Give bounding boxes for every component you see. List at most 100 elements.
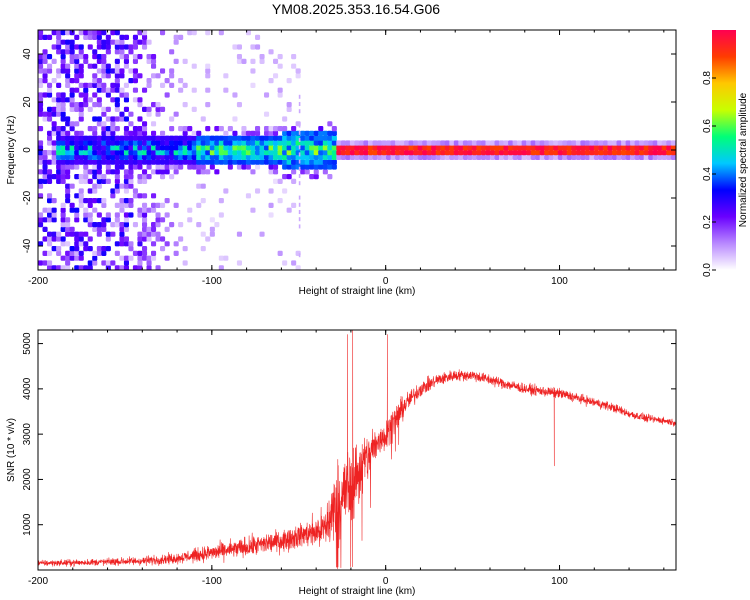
spectrogram-cell [286,174,292,180]
spectrogram-cell [60,159,66,165]
spectrogram-cell [298,202,301,207]
spectrogram-cell [639,150,645,156]
spectrogram-cell [92,140,98,146]
spectrogram-cell [87,212,93,218]
spectrogram-cell [42,73,48,79]
spectrogram-cell [187,159,193,165]
spectrogram-cell [358,150,364,156]
spectrogram-cell [110,193,116,199]
spectrogram-cell [47,231,53,237]
spectrogram-cell [123,198,129,204]
snr-x-tick-label: 0 [383,576,389,587]
spectrogram-cell [151,63,157,69]
spectrogram-cell [630,140,636,146]
spectrogram-cell [56,140,62,146]
spectrogram-cell [331,130,337,136]
spectrogram-cell [69,126,75,132]
spectrogram-cell [209,135,215,141]
spectrogram-cell [264,111,270,117]
spectrogram-cell [250,145,256,151]
spectrogram-cell [499,150,505,156]
spectrogram-cell [377,150,383,156]
spectrogram-cell [142,140,148,146]
spectrogram-cell [250,169,256,175]
spectrogram-cell [223,140,229,146]
spectrogram-cell [96,78,102,84]
spectrogram-cell [96,54,102,60]
spectrogram-cell [218,198,224,204]
spectrogram-cell [182,82,188,88]
spectrogram-cell [282,174,288,180]
spectrogram-cell [137,231,143,237]
spectrogram-cell [56,30,62,36]
spectrogram-cell [298,102,301,106]
spectrogram-cell [69,226,75,232]
spectrogram-cell [128,111,134,117]
spectrogram-cell [245,154,251,160]
spectrogram-cell [146,159,152,165]
spectrogram-cell [264,150,270,156]
spectrogram-cell [670,140,676,146]
spectrogram-cell [101,121,107,127]
spectrogram-cell [83,246,89,252]
spectrogram-cell [74,150,80,156]
spectrogram-cell [304,130,310,136]
spectrogram-cell [38,68,44,74]
spectrogram-cell [56,82,62,88]
spectrogram-cell [196,183,202,189]
spectrogram-cell [151,222,157,228]
spectrogram-cell [105,231,111,237]
spectrogram-cell [96,68,102,74]
spectrogram-cell [47,150,53,156]
spectrogram-cell [132,54,138,60]
spectrogram-cell [142,217,148,223]
spectrogram-cell [83,58,89,64]
spectrogram-cell [47,174,53,180]
spectrogram-cell [101,54,107,60]
spectrogram-cell [191,154,197,160]
spectrogram-cell [92,54,98,60]
spectrogram-cell [657,145,663,151]
spectrogram-cell [101,87,107,93]
spectrogram-cell [96,102,102,108]
spectrogram-cell [92,78,98,84]
spectrogram-cell [566,140,572,146]
spectrogram-cell [110,150,116,156]
spectrogram-cell [105,92,111,98]
spectrogram-cell [530,140,536,146]
spectrogram-cell [78,44,84,50]
spectrogram-cell [42,92,48,98]
spectrogram-cell [38,217,44,223]
spectrogram-cell [105,212,111,218]
spectrogram-cell [96,198,102,204]
spectrogram-cell [282,140,288,146]
spectrogram-cell [74,44,80,50]
spectrogram-cell [268,140,274,146]
spectrogram-cell [47,82,53,88]
spectrogram-cell [331,150,337,156]
spectrogram-cell [83,92,89,98]
spectrogram-cell [123,34,129,40]
spectrogram-cell [164,140,170,146]
spectrogram-cell [413,140,419,146]
spectrogram-cell [51,78,57,84]
spectrogram-cell [114,154,120,160]
spectrogram-cell [277,126,283,132]
spectrogram-cell [128,169,134,175]
spectrogram-cell [530,150,536,156]
spectrogram-cell [146,111,152,117]
spectrogram-cell [160,159,166,165]
spectrogram-cell [508,150,514,156]
spectrogram-cell [318,135,324,141]
spectrogram-cell [123,63,129,69]
spectrogram-cell [123,159,129,165]
spectrogram-cell [65,39,71,45]
spectrogram-cell [105,126,111,132]
spectrogram-cell [218,255,224,261]
spectrogram-cell [123,58,129,64]
spectrogram-cell [318,126,324,132]
spectrogram-cell [544,145,550,151]
spectrogram-cell [291,63,297,69]
spectrogram-cell [42,54,48,60]
spectrogram-cell [105,164,111,170]
